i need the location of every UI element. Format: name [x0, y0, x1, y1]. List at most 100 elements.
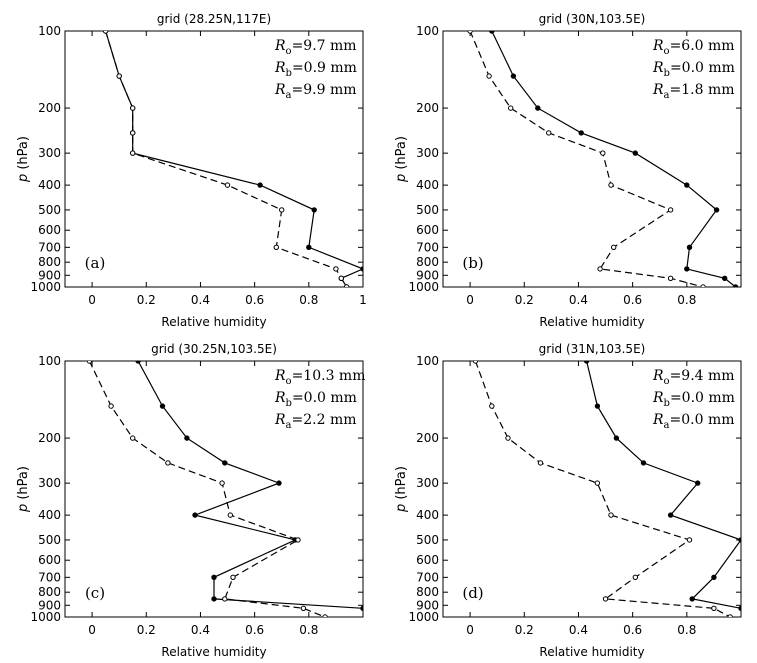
- y-tick-label: 600: [38, 223, 61, 237]
- solid-series-point: [306, 244, 312, 251]
- annotation-subscript: b: [286, 68, 292, 79]
- rainfall-annotation: Ro=9.4 mm: [652, 368, 735, 387]
- x-tick-label: 0.4: [191, 293, 210, 307]
- y-tick-label: 800: [416, 255, 439, 269]
- y-tick-label: 300: [38, 476, 61, 490]
- dashed-series-point: [130, 105, 136, 111]
- y-tick-label: 900: [416, 268, 439, 282]
- chart-title: grid (28.25N,117E): [157, 12, 271, 26]
- rainfall-annotation: Ro=10.3 mm: [274, 368, 365, 387]
- dashed-series-point: [102, 31, 109, 34]
- dashed-series-point: [467, 31, 473, 34]
- annotation-subscript: a: [664, 90, 670, 101]
- y-tick-label: 700: [416, 570, 439, 584]
- solid-series-point: [489, 31, 495, 34]
- dashed-series-point: [602, 596, 609, 602]
- annotation-symbol: R: [274, 82, 286, 98]
- solid-series-point: [684, 266, 690, 272]
- solid-series-point: [689, 596, 695, 602]
- y-tick-label: 100: [38, 24, 61, 38]
- y-axis-label: p (hPa): [394, 136, 409, 183]
- y-tick-label: 300: [416, 476, 439, 490]
- dashed-series-line: [474, 361, 731, 617]
- y-axis-label: p (hPa): [16, 466, 31, 513]
- y-tick-label: 400: [38, 178, 61, 192]
- y-tick-label: 400: [416, 178, 439, 192]
- x-axis-label: Relative humidity: [161, 645, 266, 659]
- rainfall-annotation: Ra=9.9 mm: [274, 82, 357, 101]
- annotation-symbol: R: [274, 390, 286, 406]
- solid-series-point: [583, 361, 590, 364]
- dashed-series-point: [130, 435, 136, 441]
- solid-series-point: [722, 275, 728, 281]
- solid-series-point: [510, 73, 517, 79]
- x-tick-label: 0.2: [137, 623, 156, 637]
- dashed-series-point: [700, 284, 706, 287]
- annotation-subscript: o: [286, 46, 292, 57]
- solid-series-point: [211, 574, 217, 580]
- y-tick-label: 700: [38, 240, 61, 254]
- series-group: [102, 31, 363, 287]
- rainfall-annotation: Ra=0.0 mm: [652, 412, 735, 431]
- dashed-series-point: [295, 537, 301, 543]
- panel-c: grid (30.25N,103.5E) 100 200 300 400 500 600 70…: [16, 342, 365, 659]
- solid-series-point: [578, 130, 584, 136]
- annotation-symbol: R: [652, 390, 664, 406]
- dashed-series-point: [86, 361, 93, 364]
- solid-series-point: [695, 480, 701, 486]
- annotation-subscript: a: [286, 90, 292, 101]
- y-axis-variable: p: [16, 504, 31, 513]
- x-axis-label: Relative humidity: [161, 315, 266, 329]
- dashed-series-point: [600, 150, 606, 156]
- plot-frame: [442, 360, 742, 618]
- solid-series-point: [276, 480, 282, 486]
- solid-series-line: [586, 361, 741, 609]
- dashed-series-point: [537, 460, 544, 466]
- annotation-subscript: o: [664, 376, 670, 387]
- y-tick-label: 300: [38, 146, 61, 160]
- x-tick-label: 1: [359, 293, 367, 307]
- x-axis-label: Relative humidity: [539, 645, 644, 659]
- solid-series-point: [311, 207, 317, 213]
- y-tick-label: 800: [416, 585, 439, 599]
- panel-d: grid (31N,103.5E) 100 200 300 400 500 600 70080…: [394, 342, 742, 659]
- solid-series-point: [686, 244, 693, 251]
- dashed-series-point: [667, 207, 674, 213]
- dashed-series-point: [597, 266, 603, 272]
- dashed-series-point: [608, 512, 614, 518]
- solid-series-point: [684, 182, 690, 188]
- x-tick-label: 0.6: [623, 293, 642, 307]
- annotation-value: =9.4 mm: [670, 368, 735, 384]
- x-tick-label: 0: [466, 293, 474, 307]
- x-tick-label: 0.8: [299, 623, 318, 637]
- y-tick-label: 200: [38, 431, 61, 445]
- annotation-value: =0.0 mm: [292, 390, 357, 406]
- dashed-series-point: [108, 403, 114, 409]
- y-tick-label: 900: [416, 598, 439, 612]
- solid-series-point: [159, 403, 166, 409]
- y-tick-label: 100: [38, 354, 61, 368]
- y-tick-label: 500: [38, 203, 61, 217]
- y-axis-unit: (hPa): [16, 136, 31, 170]
- solid-series-point: [738, 605, 741, 611]
- y-tick-label: 1000: [30, 280, 61, 294]
- annotation-value: =2.2 mm: [292, 412, 357, 428]
- y-tick-label: 1000: [408, 610, 439, 624]
- dashed-series-point: [667, 275, 674, 281]
- dashed-series-point: [130, 150, 136, 156]
- series-group: [86, 361, 363, 617]
- solid-series-point: [535, 105, 541, 111]
- x-tick-label: 0.2: [137, 293, 156, 307]
- solid-series-point: [711, 574, 717, 580]
- x-tick-label: 0.8: [677, 623, 696, 637]
- annotation-symbol: R: [652, 368, 664, 384]
- dashed-series-point: [227, 512, 234, 518]
- y-tick-label: 400: [38, 508, 61, 522]
- dashed-series-point: [632, 574, 638, 580]
- dashed-series-point: [338, 275, 344, 281]
- annotation-value: =9.9 mm: [292, 82, 357, 98]
- y-tick-label: 200: [416, 431, 439, 445]
- dashed-series-point: [505, 435, 511, 441]
- dashed-series-point: [727, 614, 733, 617]
